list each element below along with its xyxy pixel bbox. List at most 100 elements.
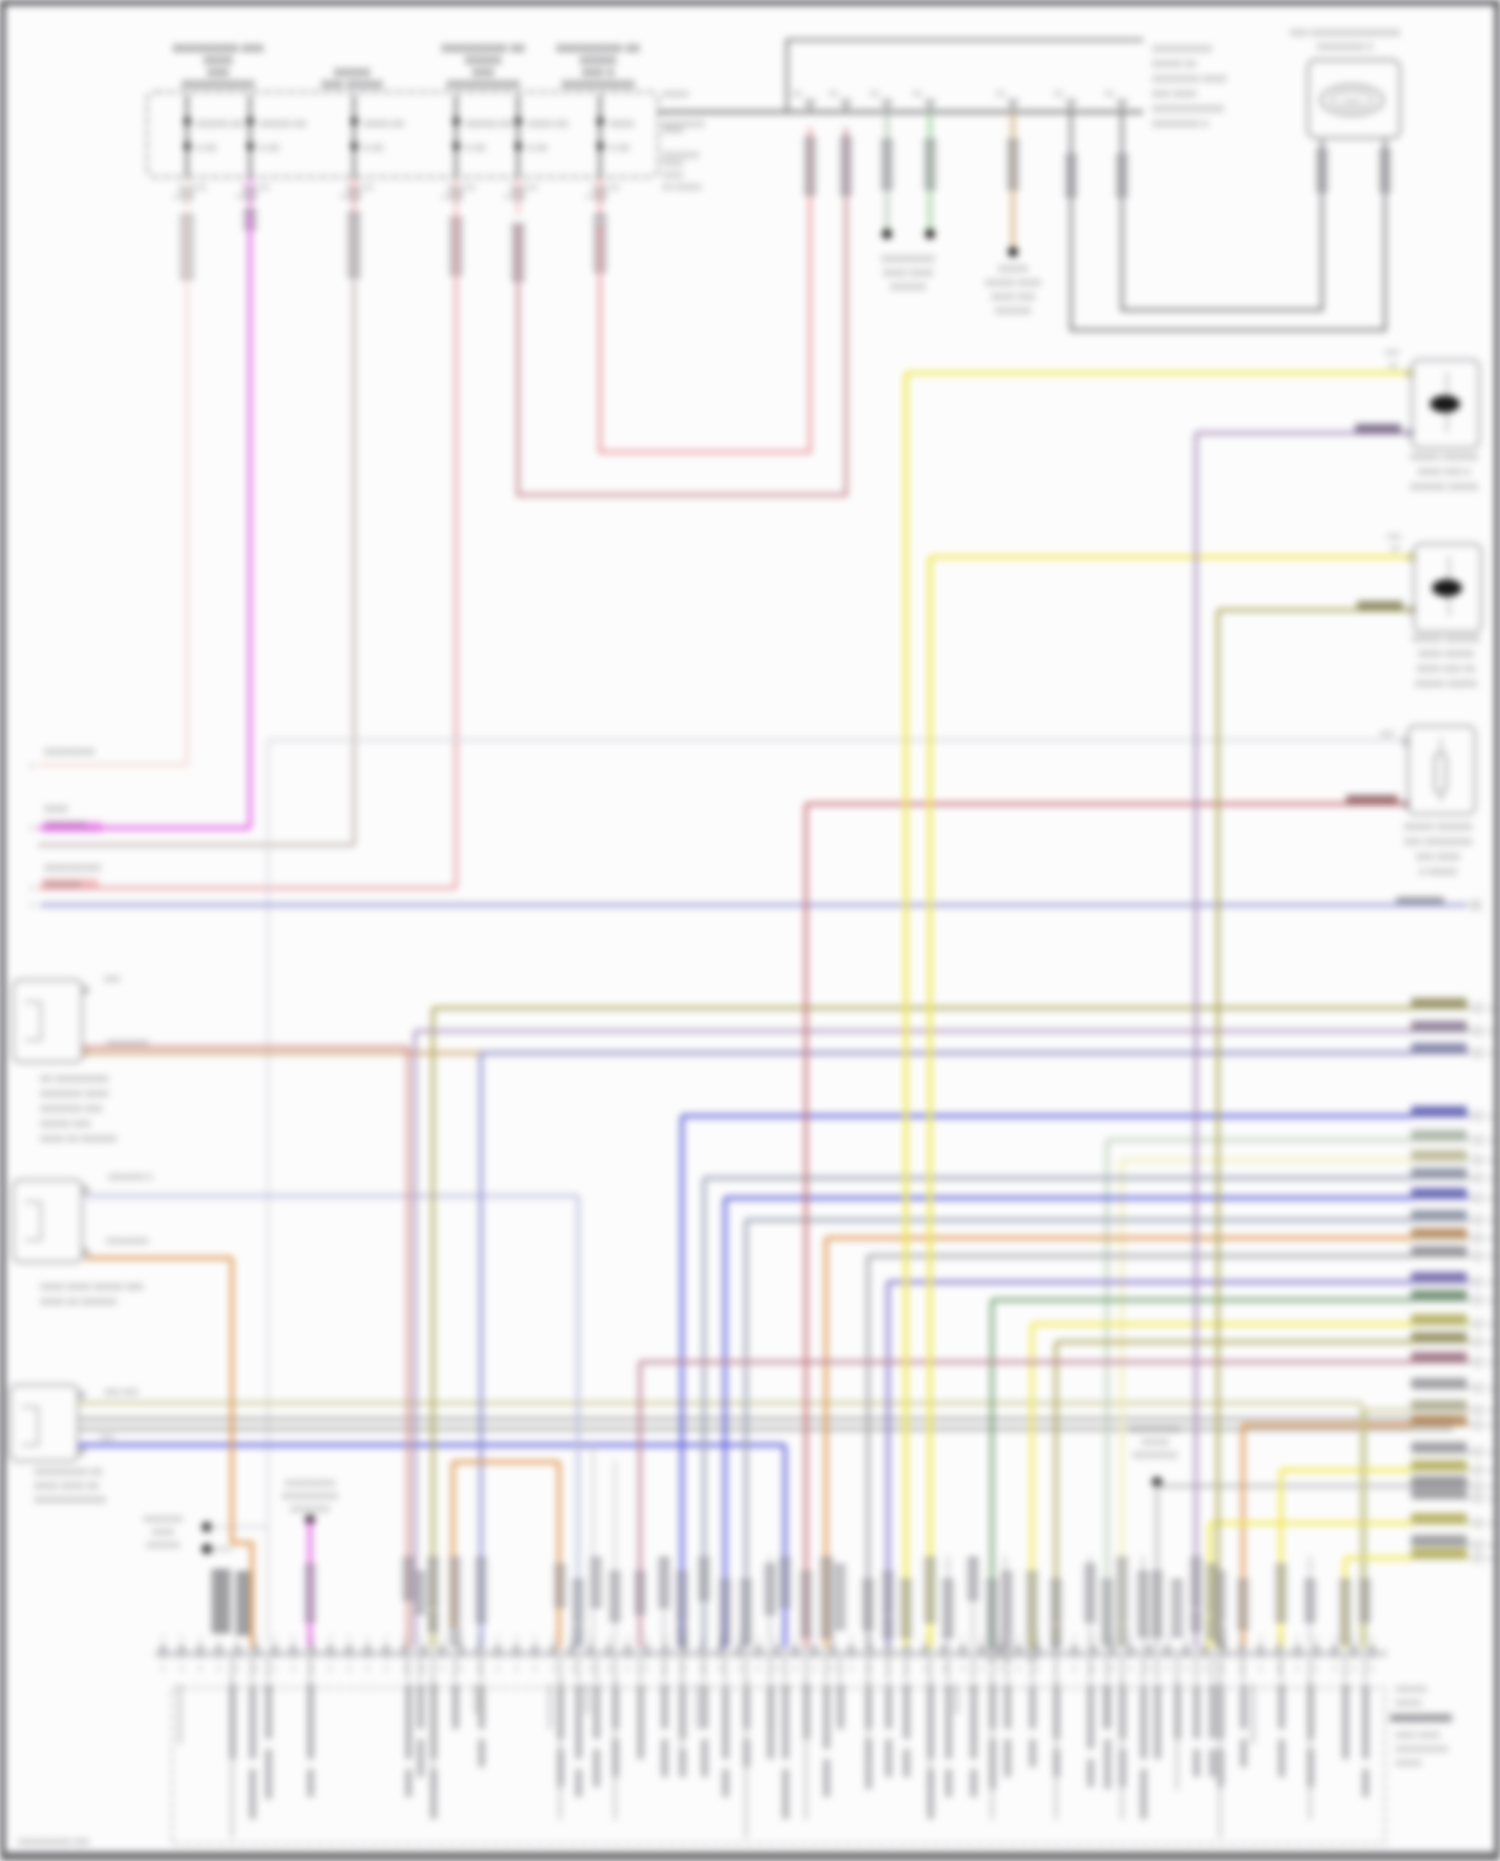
svg-text:X: X: [1488, 1543, 1493, 1550]
svg-text:XXXXXXXX: XXXXXXXX: [106, 1237, 149, 1246]
svg-text:XXXXX: XXXXX: [662, 90, 689, 99]
svg-text:XXXXXXXXX XX: XXXXXXXXX XX: [441, 43, 525, 55]
svg-text:XX: XX: [364, 185, 374, 192]
svg-text:x: x: [1259, 1636, 1262, 1642]
svg-text:XXXXX XXXXXX: XXXXX XXXXXX: [1404, 822, 1473, 832]
svg-text:X: X: [1488, 1556, 1493, 1563]
svg-text:X XX: X XX: [609, 143, 630, 153]
svg-text:XXXX: XXXX: [662, 126, 684, 135]
svg-text:XXXX: XXXX: [662, 171, 684, 180]
svg-text:x: x: [1185, 1636, 1188, 1642]
svg-text:XXXXXXXX: XXXXXXXX: [106, 1039, 149, 1048]
svg-text:X: X: [1488, 1468, 1493, 1475]
svg-text:x: x: [1352, 1636, 1355, 1642]
svg-text:x: x: [199, 1636, 202, 1642]
svg-text:x: x: [627, 1636, 630, 1642]
svg-text:x: x: [329, 1636, 332, 1642]
svg-text:x: x: [30, 825, 34, 832]
svg-text:x: x: [292, 1636, 295, 1642]
svg-text:XXXXX: XXXXX: [1395, 1699, 1422, 1708]
svg-text:XXXXXXXXX: XXXXXXXXX: [1129, 1424, 1180, 1434]
svg-text:x: x: [180, 1636, 183, 1642]
svg-text:XXXXXX XXXXX: XXXXXX XXXXX: [1410, 482, 1479, 492]
svg-text:x: x: [515, 1636, 518, 1642]
svg-text:x: x: [1278, 1636, 1281, 1642]
svg-text:X: X: [1488, 1218, 1493, 1225]
svg-text:x: x: [1240, 1636, 1243, 1642]
svg-text:XXXXXXXXXX: XXXXXXXXXX: [446, 79, 520, 91]
svg-text:x: x: [236, 1636, 239, 1642]
svg-text:x: x: [1129, 1636, 1132, 1642]
svg-text:x: x: [1166, 1636, 1169, 1642]
svg-text:XX XXXXX: XX XXXXX: [662, 183, 702, 192]
svg-text:x: x: [310, 1636, 313, 1642]
svg-text:x: x: [1371, 1636, 1374, 1642]
svg-text:X: X: [1488, 1408, 1493, 1415]
svg-text:x: x: [961, 1636, 964, 1642]
svg-text:X XXXXX: X XXXXX: [1419, 867, 1458, 877]
svg-text:XXXXXXXXX XX: XXXXXXXXX XX: [556, 43, 640, 55]
svg-text:XXXXX: XXXXX: [465, 55, 502, 67]
svg-text:x: x: [980, 1636, 983, 1642]
svg-text:x: x: [682, 1636, 685, 1642]
svg-text:x: x: [868, 1636, 871, 1642]
svg-text:x: x: [794, 1636, 797, 1642]
svg-text:XXXXXXXXX XX: XXXXXXXXX XX: [34, 1467, 103, 1477]
svg-text:XXXXX: XXXXX: [1141, 1437, 1170, 1447]
svg-text:XX: XX: [996, 91, 1006, 98]
svg-text:x: x: [1073, 1636, 1076, 1642]
svg-text:x: x: [906, 1636, 909, 1642]
svg-text:XXXXXXXXXX XXX: XXXXXXXXXX XXX: [18, 1838, 90, 1847]
svg-text:XXX X: XXX X: [582, 67, 615, 79]
svg-text:XXXXX: XXXXX: [334, 67, 371, 79]
svg-text:x: x: [403, 1636, 406, 1642]
svg-text:X: X: [586, 194, 591, 201]
svg-text:XXXXXX: XXXXXX: [995, 306, 1031, 316]
svg-text:XXXX XX XXXXXX: XXXX XX XXXXXX: [40, 1134, 117, 1144]
svg-text:XXXX: XXXX: [203, 55, 233, 67]
svg-text:x: x: [924, 1636, 927, 1642]
svg-text:x: x: [348, 1636, 351, 1642]
svg-text:X: X: [504, 194, 509, 201]
svg-text:XXXXXXXXXXXX: XXXXXXXXXXXX: [1152, 104, 1224, 114]
svg-text:XXXXXXXX: XXXXXXXX: [44, 747, 95, 758]
svg-text:XXXXXX: XXXXXX: [146, 1540, 180, 1550]
svg-text:XXXXXXXXXX: XXXXXXXXXX: [561, 79, 635, 91]
svg-text:XXX: XXX: [104, 975, 121, 984]
svg-text:XXX XXXXXXXXXXXXXXX: XXX XXXXXXXXXXXXXXX: [1290, 28, 1401, 38]
svg-text:XXXX: XXXX: [152, 1527, 175, 1537]
svg-text:X XX: X XX: [363, 143, 384, 153]
svg-text:x: x: [1203, 1636, 1206, 1642]
svg-text:XXXXXXXXX: XXXXXXXXX: [284, 1478, 335, 1488]
svg-text:X XX: X XX: [259, 143, 280, 153]
svg-text:X: X: [1488, 1496, 1493, 1503]
svg-text:XXXXX XXX: XXXXX XXX: [40, 1119, 91, 1129]
svg-text:X: X: [1488, 1114, 1493, 1121]
svg-text:x: x: [441, 1636, 444, 1642]
svg-text:x: x: [943, 1636, 946, 1642]
svg-text:X: X: [1488, 1029, 1493, 1036]
svg-text:XXXXXXXXXXXX: XXXXXXXXXXXX: [34, 1495, 106, 1505]
svg-text:X: X: [1488, 1450, 1493, 1457]
svg-text:XXX XXXXX: XXX XXXXX: [321, 79, 383, 91]
svg-text:XXXXXX: XXXXXX: [1395, 1685, 1428, 1694]
svg-text:XX: XX: [1054, 91, 1064, 98]
svg-text:x: x: [571, 1636, 574, 1642]
svg-text:x: x: [813, 1636, 816, 1642]
svg-text:XXXX XXX X: XXXX XXX X: [1417, 467, 1470, 477]
svg-text:x: x: [831, 1636, 834, 1642]
svg-text:x: x: [162, 1636, 165, 1642]
svg-text:x: x: [552, 1636, 555, 1642]
svg-text:XXXXXXXXXX: XXXXXXXXXX: [181, 79, 255, 91]
svg-text:x: x: [30, 902, 34, 909]
svg-text:XX: XX: [1391, 546, 1401, 553]
svg-text:XXXXXXXX: XXXXXXXX: [44, 820, 87, 829]
svg-text:x: x: [1054, 1636, 1057, 1642]
svg-text:x: x: [1296, 1636, 1299, 1642]
svg-text:XXXXX: XXXXX: [1395, 1759, 1422, 1768]
svg-text:x: x: [366, 1636, 369, 1642]
svg-text:XXXXXXX: XXXXXXX: [143, 1514, 183, 1524]
svg-text:XXXXXXXXXX: XXXXXXXXXX: [282, 1491, 339, 1501]
svg-text:x: x: [757, 1636, 760, 1642]
svg-text:X: X: [1488, 1322, 1493, 1329]
